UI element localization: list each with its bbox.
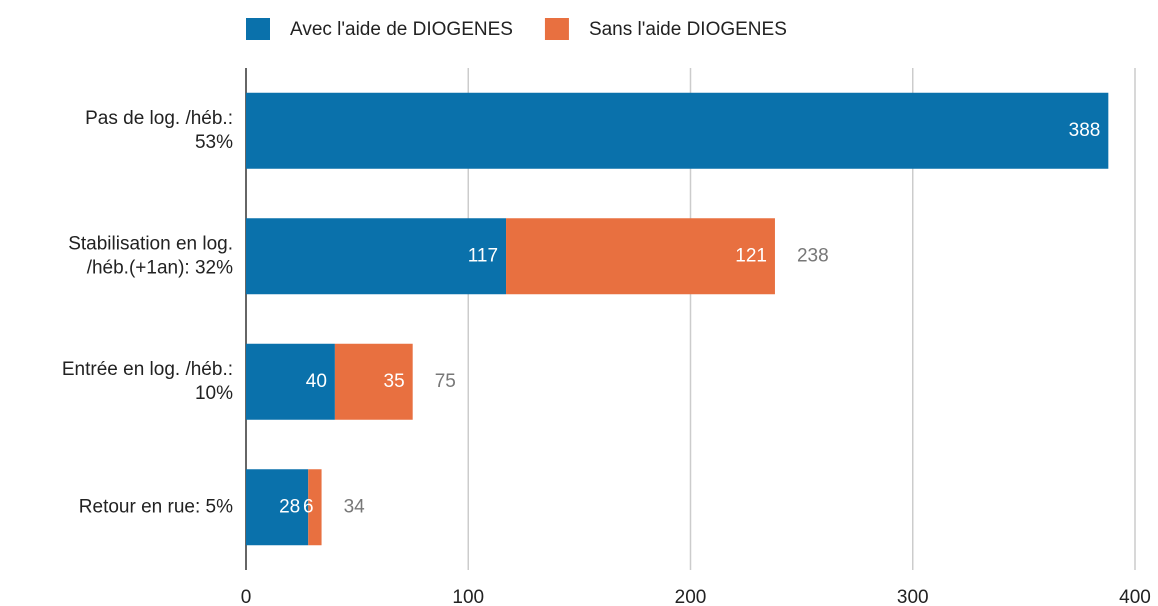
- value-label: 35: [384, 371, 405, 392]
- total-label: 75: [435, 371, 456, 392]
- x-tick-label: 200: [675, 587, 707, 606]
- x-tick-label: 300: [897, 587, 929, 606]
- y-tick-label: Stabilisation en log.: [68, 233, 233, 254]
- value-label: 388: [1069, 120, 1101, 141]
- legend-swatch: [246, 18, 270, 40]
- bar: [334, 343, 413, 420]
- x-tick-label: 100: [452, 587, 484, 606]
- y-tick-label: Pas de log. /héb.:: [85, 108, 233, 129]
- bar: [246, 343, 335, 420]
- value-label: 28: [279, 496, 300, 517]
- y-tick-label: Retour en rue: 5%: [79, 496, 233, 517]
- value-label: 121: [735, 245, 767, 266]
- bar: [246, 92, 1109, 169]
- y-tick-label: 10%: [195, 383, 233, 404]
- total-label: 34: [344, 496, 366, 517]
- legend-label: Avec l'aide de DIOGENES: [290, 19, 513, 40]
- y-tick-label: 53%: [195, 132, 233, 153]
- x-tick-label: 0: [241, 587, 252, 606]
- value-label: 40: [306, 371, 327, 392]
- legend-label: Sans l'aide DIOGENES: [589, 19, 787, 40]
- y-tick-label: Entrée en log. /héb.:: [62, 359, 233, 380]
- total-label: 238: [797, 245, 829, 266]
- bar: [308, 469, 322, 546]
- y-tick-label: /héb.(+1an): 32%: [87, 257, 233, 278]
- x-tick-label: 400: [1119, 587, 1151, 606]
- value-label: 117: [468, 245, 498, 266]
- bar: [506, 218, 775, 295]
- bar: [246, 218, 507, 295]
- value-label: 6: [303, 496, 314, 517]
- bar: [246, 469, 309, 546]
- legend-swatch: [544, 18, 569, 40]
